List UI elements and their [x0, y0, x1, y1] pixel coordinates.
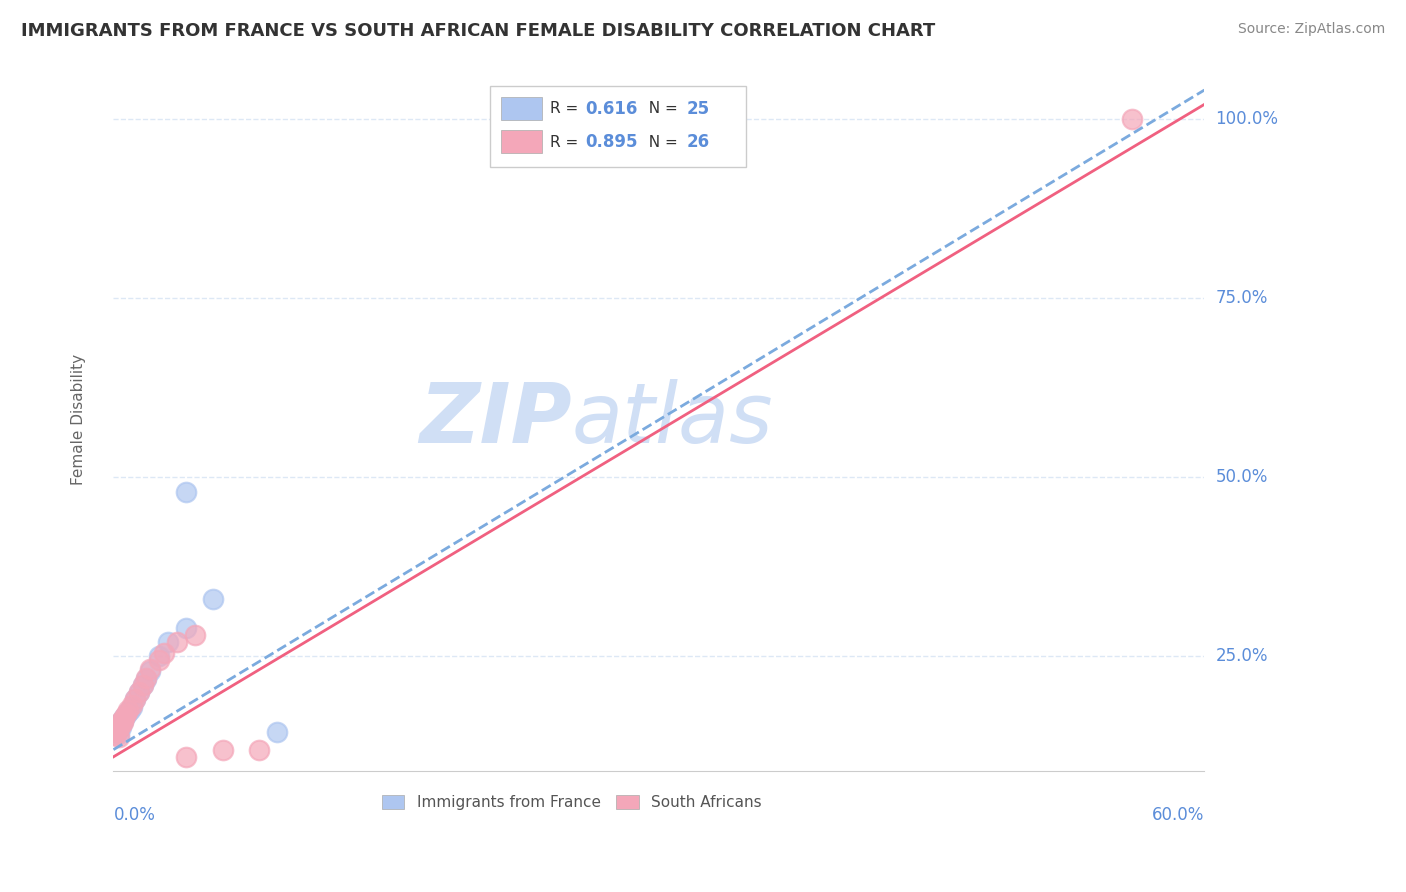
Point: [118, 703, 141, 717]
Point: [117, 706, 139, 720]
Point: [111, 713, 134, 727]
Point: [112, 710, 135, 724]
Point: [111, 712, 134, 726]
Text: 25.0%: 25.0%: [1216, 648, 1268, 665]
Text: 75.0%: 75.0%: [1216, 289, 1268, 307]
Text: 100.0%: 100.0%: [1216, 110, 1278, 128]
Text: ZIP: ZIP: [419, 379, 572, 460]
Point: [153, 646, 176, 660]
Point: [108, 721, 131, 735]
Point: [110, 717, 132, 731]
Point: [247, 742, 270, 756]
Point: [108, 720, 131, 734]
Text: atlas: atlas: [572, 379, 773, 460]
Text: IMMIGRANTS FROM FRANCE VS SOUTH AFRICAN FEMALE DISABILITY CORRELATION CHART: IMMIGRANTS FROM FRANCE VS SOUTH AFRICAN …: [21, 22, 935, 40]
FancyBboxPatch shape: [501, 97, 543, 120]
Point: [135, 673, 157, 687]
Point: [174, 749, 197, 764]
Point: [111, 715, 134, 730]
Point: [111, 714, 134, 728]
Text: 26: 26: [686, 133, 710, 152]
Point: [105, 724, 128, 739]
Point: [139, 664, 162, 678]
Text: N =: N =: [640, 101, 683, 116]
Point: [157, 635, 180, 649]
Point: [131, 678, 153, 692]
Text: Source: ZipAtlas.com: Source: ZipAtlas.com: [1237, 22, 1385, 37]
Text: 60.0%: 60.0%: [1152, 806, 1205, 824]
Point: [115, 706, 138, 721]
Text: 0.0%: 0.0%: [114, 806, 155, 824]
Point: [104, 723, 127, 737]
Point: [110, 714, 132, 728]
Point: [110, 715, 132, 730]
Text: N =: N =: [640, 135, 683, 150]
Point: [124, 692, 146, 706]
Point: [174, 621, 197, 635]
Point: [128, 685, 150, 699]
Point: [266, 724, 288, 739]
Point: [115, 708, 138, 723]
Point: [104, 717, 127, 731]
FancyBboxPatch shape: [501, 130, 543, 153]
Point: [108, 727, 131, 741]
Legend: Immigrants from France, South Africans: Immigrants from France, South Africans: [375, 789, 768, 816]
Point: [166, 635, 188, 649]
Point: [139, 662, 162, 676]
Point: [128, 685, 150, 699]
Point: [117, 703, 139, 717]
Text: R =: R =: [550, 135, 583, 150]
Point: [148, 649, 170, 664]
Point: [105, 724, 128, 739]
Point: [124, 692, 146, 706]
Point: [105, 723, 128, 737]
Point: [184, 628, 207, 642]
Text: 50.0%: 50.0%: [1216, 468, 1268, 486]
Point: [202, 592, 225, 607]
Point: [108, 730, 131, 744]
Text: 0.616: 0.616: [585, 100, 637, 118]
Point: [174, 484, 197, 499]
Point: [112, 710, 135, 724]
Point: [135, 671, 157, 685]
FancyBboxPatch shape: [489, 87, 747, 167]
Point: [104, 728, 127, 742]
Point: [121, 699, 143, 714]
Text: 25: 25: [686, 100, 710, 118]
Point: [110, 720, 132, 734]
Point: [148, 653, 170, 667]
Point: [131, 678, 153, 692]
Text: 0.895: 0.895: [585, 133, 637, 152]
Text: R =: R =: [550, 101, 583, 116]
Point: [211, 742, 233, 756]
Point: [121, 698, 143, 713]
Point: [1121, 112, 1143, 126]
Text: Female Disability: Female Disability: [72, 354, 86, 485]
